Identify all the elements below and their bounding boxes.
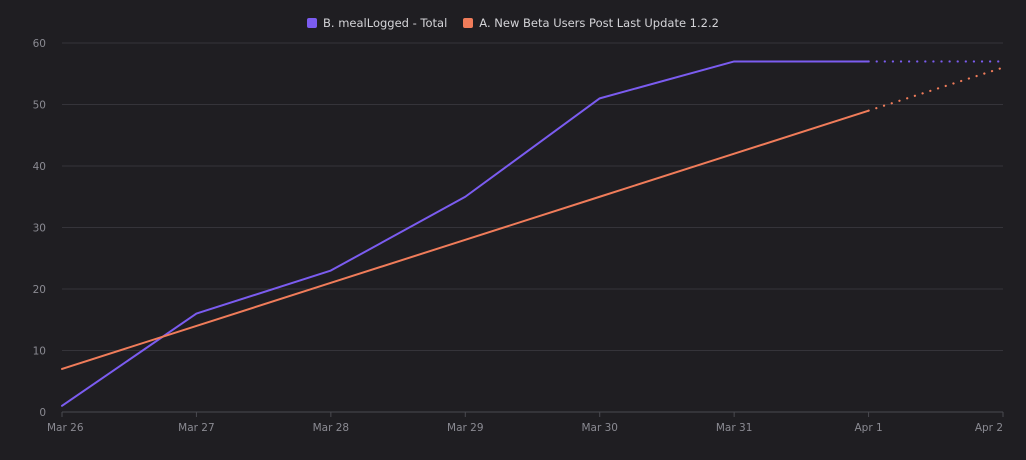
y-tick-label: 60 — [33, 38, 46, 50]
x-tick-label: Mar 29 — [447, 422, 484, 434]
series-line-a — [61, 109, 870, 370]
y-tick-label: 50 — [33, 100, 46, 112]
x-tick-label: Apr 2 — [975, 422, 1003, 434]
legend-item-series-a[interactable]: A. New Beta Users Post Last Update 1.2.2 — [463, 16, 719, 30]
x-tick-label: Mar 26 — [47, 422, 84, 434]
legend-label-series-a: A. New Beta Users Post Last Update 1.2.2 — [479, 16, 719, 30]
y-tick-label: 10 — [33, 346, 46, 358]
y-tick-label: 20 — [33, 284, 46, 296]
x-tick-label: Mar 27 — [178, 422, 215, 434]
legend-swatch-series-b — [307, 18, 318, 28]
series-line-b — [61, 60, 870, 407]
y-tick-label: 40 — [33, 161, 46, 173]
x-tick-label: Mar 30 — [581, 422, 618, 434]
x-tick-label: Mar 28 — [313, 422, 350, 434]
chart-legend: B. mealLogged - Total A. New Beta Users … — [0, 16, 1026, 30]
x-tick-label: Mar 31 — [716, 422, 753, 434]
series-line-projection-a — [867, 66, 1005, 112]
legend-swatch-series-a — [463, 18, 474, 28]
y-tick-label: 30 — [33, 223, 46, 235]
legend-item-series-b[interactable]: B. mealLogged - Total — [307, 16, 447, 30]
legend-label-series-b: B. mealLogged - Total — [323, 16, 448, 30]
x-tick-label: Apr 1 — [854, 422, 882, 434]
y-tick-label: 0 — [39, 407, 46, 419]
